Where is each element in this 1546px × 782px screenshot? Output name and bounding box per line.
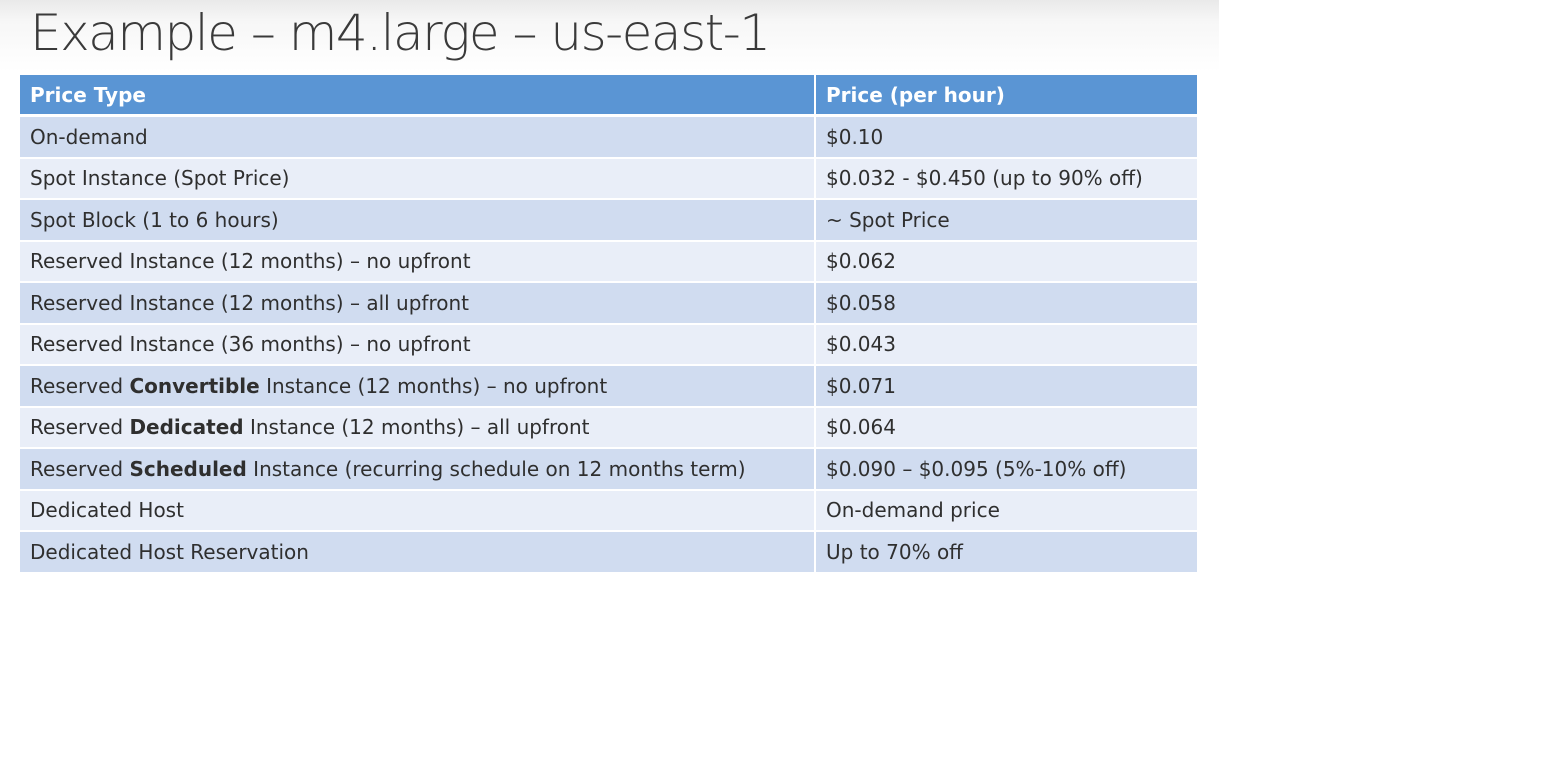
price-type-text-bold: Convertible bbox=[129, 373, 260, 398]
price-cell: $0.071 bbox=[815, 365, 1197, 408]
pricing-table: Price Type Price (per hour) On-demand $0.… bbox=[20, 75, 1197, 574]
price-type-text-pre: Reserved bbox=[30, 415, 130, 440]
price-type-text-pre: Spot Block (1 to 6 hours) bbox=[30, 207, 279, 232]
price-type-text-bold: Dedicated bbox=[129, 415, 244, 440]
price-type-text-pre: On-demand bbox=[30, 124, 148, 149]
price-type-cell: Spot Instance (Spot Price) bbox=[20, 157, 816, 200]
table-row: Reserved Instance (36 months) – no upfro… bbox=[20, 323, 1197, 366]
price-type-text-post: Instance (12 months) – all upfront bbox=[243, 415, 590, 440]
price-type-text-pre: Reserved Instance (12 months) – all upfr… bbox=[30, 290, 470, 315]
table-row: Spot Block (1 to 6 hours) ~ Spot Price bbox=[20, 199, 1197, 242]
price-cell: On-demand price bbox=[815, 489, 1197, 532]
price-type-text-bold: Scheduled bbox=[129, 456, 247, 481]
price-type-cell: Spot Block (1 to 6 hours) bbox=[20, 199, 816, 242]
price-type-cell: Reserved Convertible Instance (12 months… bbox=[20, 365, 816, 408]
price-cell: $0.064 bbox=[815, 406, 1197, 449]
price-type-text-pre: Spot Instance (Spot Price) bbox=[30, 166, 290, 191]
header-price-type: Price Type bbox=[20, 75, 816, 117]
price-type-cell: Reserved Instance (12 months) – no upfro… bbox=[20, 240, 816, 283]
price-type-text-post: Instance (recurring schedule on 12 month… bbox=[246, 456, 746, 481]
price-cell: Up to 70% off bbox=[815, 531, 1197, 574]
price-type-cell: Reserved Scheduled Instance (recurring s… bbox=[20, 448, 816, 491]
price-type-text-pre: Reserved bbox=[30, 456, 130, 481]
price-cell: $0.10 bbox=[815, 115, 1197, 159]
price-cell: $0.062 bbox=[815, 240, 1197, 283]
slide-title: Example – m4.large – us-east-1 bbox=[30, 4, 771, 62]
price-type-cell: Reserved Dedicated Instance (12 months) … bbox=[20, 406, 816, 449]
price-type-text-pre: Dedicated Host Reservation bbox=[30, 539, 309, 564]
title-band bbox=[0, 0, 1219, 72]
price-cell: $0.090 – $0.095 (5%-10% off) bbox=[815, 448, 1197, 491]
table-row: Spot Instance (Spot Price) $0.032 - $0.45… bbox=[20, 157, 1197, 200]
price-type-cell: Dedicated Host Reservation bbox=[20, 531, 816, 574]
price-type-text-pre: Dedicated Host bbox=[30, 498, 184, 523]
price-cell: $0.043 bbox=[815, 323, 1197, 366]
price-cell: $0.058 bbox=[815, 282, 1197, 325]
price-type-cell: Reserved Instance (12 months) – all upfr… bbox=[20, 282, 816, 325]
table-row: Reserved Convertible Instance (12 months… bbox=[20, 365, 1197, 408]
price-type-text-pre: Reserved Instance (12 months) – no upfro… bbox=[30, 249, 471, 274]
table-row: On-demand $0.10 bbox=[20, 115, 1197, 159]
price-cell: $0.032 - $0.450 (up to 90% off) bbox=[815, 157, 1197, 200]
price-cell: ~ Spot Price bbox=[815, 199, 1197, 242]
table-row: Reserved Instance (12 months) – no upfro… bbox=[20, 240, 1197, 283]
price-type-text-pre: Reserved Instance (36 months) – no upfro… bbox=[30, 332, 471, 357]
price-type-cell: Dedicated Host bbox=[20, 489, 816, 532]
table-row: Dedicated Host Reservation Up to 70% off bbox=[20, 531, 1197, 574]
table-row: Dedicated Host On-demand price bbox=[20, 489, 1197, 532]
price-type-text-pre: Reserved bbox=[30, 373, 130, 398]
price-type-cell: Reserved Instance (36 months) – no upfro… bbox=[20, 323, 816, 366]
header-price-per-hour: Price (per hour) bbox=[815, 75, 1197, 117]
table-row: Reserved Scheduled Instance (recurring s… bbox=[20, 448, 1197, 491]
table-row: Reserved Dedicated Instance (12 months) … bbox=[20, 406, 1197, 449]
table-header-row: Price Type Price (per hour) bbox=[20, 75, 1197, 117]
price-type-text-post: Instance (12 months) – no upfront bbox=[259, 373, 608, 398]
table-row: Reserved Instance (12 months) – all upfr… bbox=[20, 282, 1197, 325]
price-type-cell: On-demand bbox=[20, 115, 816, 159]
